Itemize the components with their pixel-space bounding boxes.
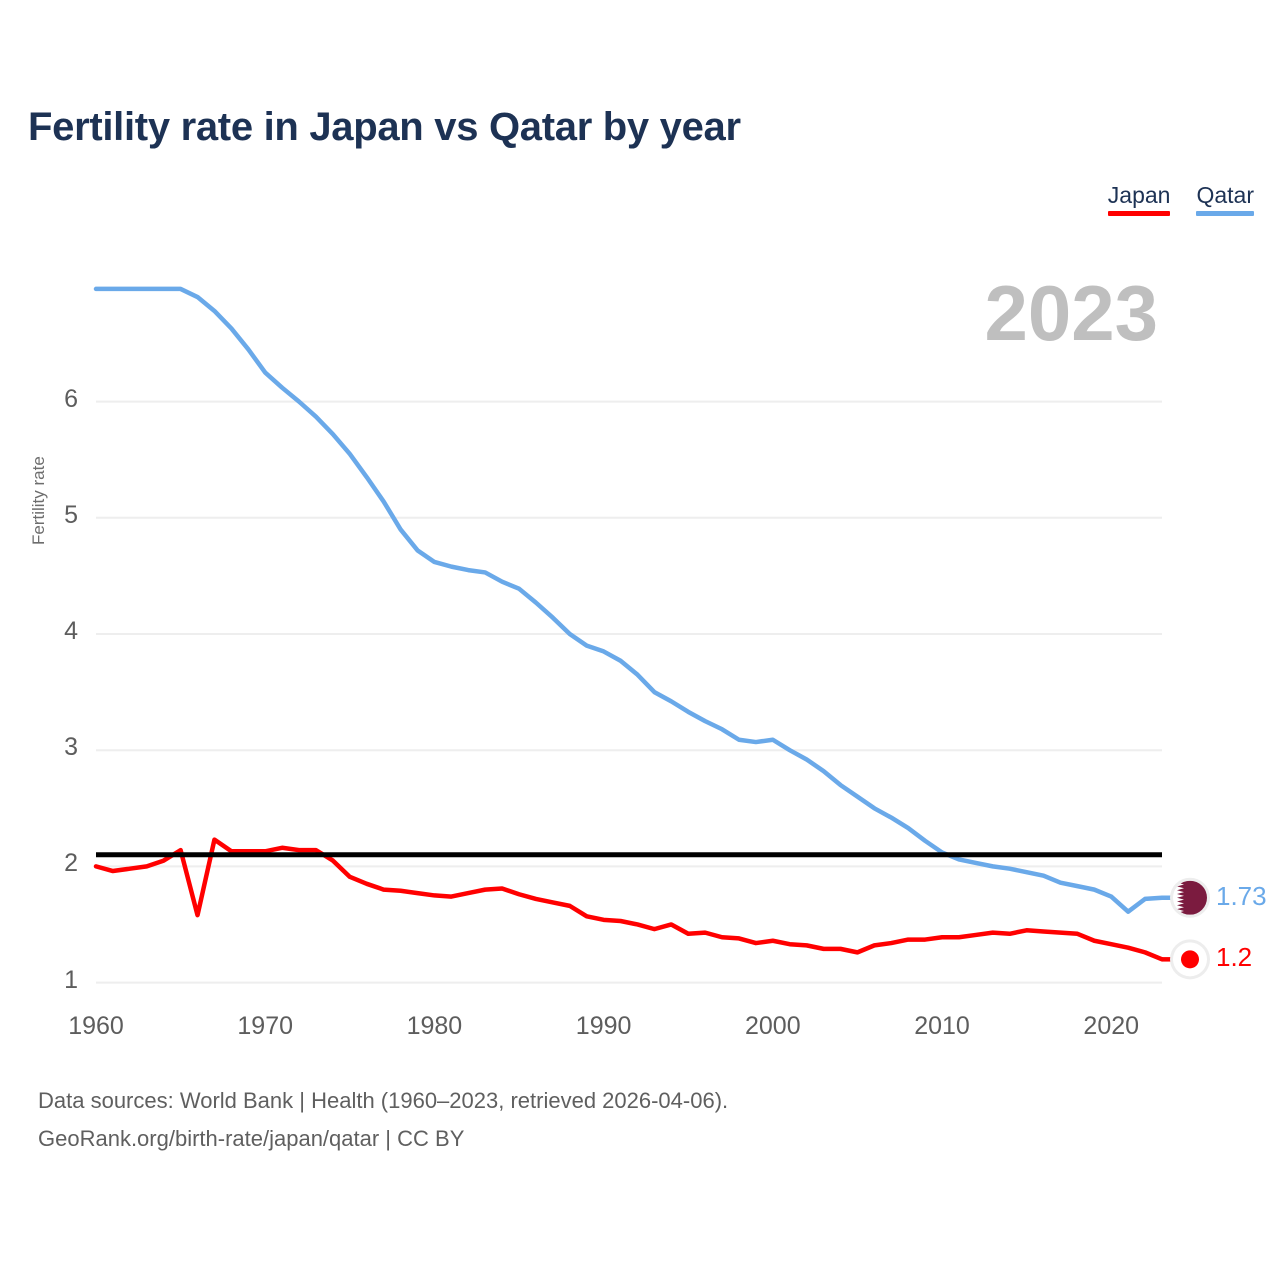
year-watermark: 2023: [984, 269, 1158, 357]
x-tick-1990: 1990: [575, 1012, 632, 1040]
y-tick-4: 4: [64, 617, 78, 645]
y-tick-5: 5: [64, 500, 78, 529]
x-tick-2000: 2000: [745, 1012, 801, 1040]
page-title: Fertility rate in Japan vs Qatar by year: [28, 105, 741, 149]
series-lines: [93, 286, 1165, 962]
y-tick-6: 6: [64, 384, 78, 413]
y-tick-3: 3: [64, 733, 78, 762]
y-tick-2: 2: [64, 849, 78, 878]
x-tick-1960: 1960: [68, 1012, 124, 1040]
legend-label-qatar: Qatar: [1196, 182, 1254, 208]
legend-label-japan: Japan: [1107, 182, 1171, 208]
end-point-markers: [1162, 877, 1210, 980]
legend-item-qatar[interactable]: Qatar: [1196, 182, 1254, 217]
legend-item-japan[interactable]: Japan: [1107, 182, 1171, 217]
x-tick-1970: 1970: [237, 1012, 294, 1040]
end-label-japan: 1.2: [1216, 942, 1253, 973]
legend-swatch-japan: [1107, 211, 1171, 217]
end-label-qatar: 1.73: [1216, 880, 1267, 911]
footer-data-sources: Data sources: World Bank | Health (1960–…: [38, 1088, 729, 1113]
gridlines: [96, 400, 1162, 984]
x-tick-2010: 2010: [914, 1012, 970, 1040]
x-tick-1980: 1980: [406, 1012, 463, 1040]
chart-legend: Japan Qatar: [1107, 182, 1254, 217]
y-tick-1: 1: [64, 965, 78, 994]
footer-attribution[interactable]: GeoRank.org/birth-rate/japan/qatar | CC …: [38, 1126, 465, 1151]
legend-swatch-qatar: [1196, 211, 1254, 217]
x-tick-2020: 2020: [1083, 1012, 1140, 1040]
